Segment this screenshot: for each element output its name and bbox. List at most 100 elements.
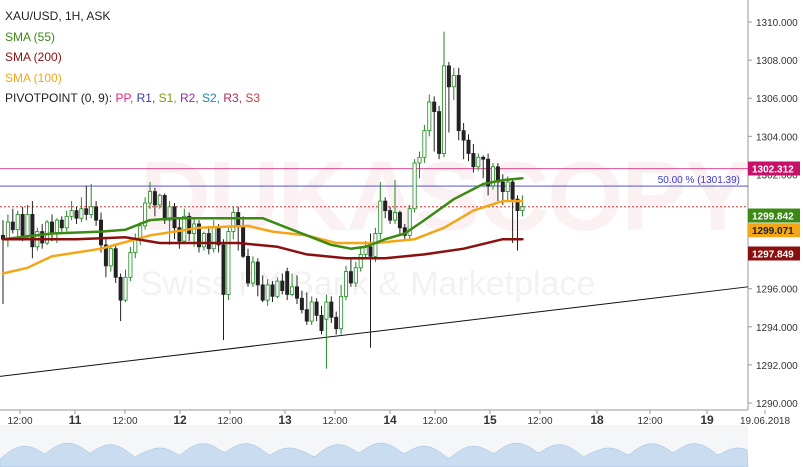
candle-body bbox=[152, 191, 157, 206]
candle-body bbox=[456, 74, 461, 132]
x-tick-label: 12:00 bbox=[422, 416, 447, 427]
candle-body bbox=[226, 231, 231, 295]
candle-body bbox=[103, 244, 108, 267]
candle-body bbox=[378, 200, 383, 234]
candle-body bbox=[299, 297, 304, 311]
price-label: 1297.849 bbox=[752, 249, 794, 260]
candle-body bbox=[304, 309, 309, 322]
candle-body bbox=[505, 181, 510, 192]
candle-body bbox=[412, 162, 417, 210]
candle-body bbox=[94, 206, 99, 221]
legend-pivotpoint[interactable]: PIVOTPOINT (0, 9): PP, R1, S1, R2, S2, R… bbox=[5, 88, 260, 109]
candle-body bbox=[490, 166, 495, 187]
legend-pivot-s2: S2, bbox=[198, 91, 221, 105]
candle-body bbox=[245, 255, 250, 284]
legend-pivot-r2: R2, bbox=[176, 91, 199, 105]
candle-body bbox=[74, 210, 79, 219]
candle-body bbox=[206, 233, 211, 250]
candle-body bbox=[50, 221, 55, 234]
candle-body bbox=[177, 227, 182, 242]
candle-body bbox=[343, 271, 348, 297]
candle-body bbox=[54, 219, 59, 234]
chart-legend: XAU/USD, 1H, ASK SMA (55) SMA (200) SMA … bbox=[5, 6, 260, 109]
candle-body bbox=[339, 295, 344, 330]
candle-body bbox=[69, 210, 74, 217]
x-tick-label: 18 bbox=[590, 413, 604, 427]
sma55-line bbox=[1, 176, 524, 250]
candle-body bbox=[461, 130, 466, 141]
candle-body bbox=[255, 261, 260, 286]
y-tick-label: 1290.000 bbox=[756, 399, 798, 410]
y-tick-label: 1292.000 bbox=[756, 361, 798, 372]
candle-body bbox=[196, 223, 201, 248]
candle-body bbox=[201, 233, 206, 248]
price-label: 1299.071 bbox=[752, 226, 794, 237]
legend-pivot-pp: PP, bbox=[115, 91, 134, 105]
candle-body bbox=[407, 208, 412, 236]
candle-body bbox=[481, 156, 486, 160]
candle-body bbox=[5, 221, 10, 240]
candle-body bbox=[285, 271, 290, 295]
candle-body bbox=[427, 101, 432, 132]
x-tick-label: 12 bbox=[173, 413, 187, 427]
overview-series bbox=[0, 442, 749, 467]
x-tick-label: 19 bbox=[700, 413, 714, 427]
price-label: 1302.312 bbox=[752, 164, 794, 175]
candle-body bbox=[290, 286, 295, 295]
candle-body bbox=[79, 208, 84, 219]
y-tick-label: 1304.000 bbox=[756, 132, 798, 143]
candle-body bbox=[329, 301, 334, 318]
candle-body bbox=[466, 139, 471, 154]
candle-body bbox=[59, 219, 64, 229]
candle-body bbox=[231, 212, 236, 232]
candle-body bbox=[515, 198, 520, 212]
x-tick-label: 12:00 bbox=[527, 416, 552, 427]
legend-sma200[interactable]: SMA (200) bbox=[5, 50, 62, 64]
candle-body bbox=[113, 248, 118, 278]
y-tick-label: 1294.000 bbox=[756, 323, 798, 334]
candle-body bbox=[108, 248, 113, 267]
candle-body bbox=[397, 212, 402, 229]
candle-body bbox=[241, 225, 246, 257]
candle-body bbox=[133, 238, 138, 253]
candle-body bbox=[270, 284, 275, 297]
legend-pivot-r1: R1, bbox=[133, 91, 156, 105]
legend-pivot-r3: R3, bbox=[220, 91, 243, 105]
candle-body bbox=[373, 233, 378, 257]
candle-body bbox=[221, 244, 226, 295]
candle-body bbox=[265, 284, 270, 301]
sma100-line bbox=[1, 199, 524, 275]
candle-body bbox=[275, 280, 280, 297]
candle-body bbox=[294, 286, 299, 299]
candle-body bbox=[358, 254, 363, 269]
candle-body bbox=[260, 284, 265, 301]
candle-body bbox=[520, 206, 525, 212]
candle-body bbox=[319, 314, 324, 332]
trendline[interactable] bbox=[0, 286, 749, 377]
price-label-box bbox=[748, 161, 800, 176]
candle-body bbox=[383, 200, 388, 212]
candle-body bbox=[250, 261, 255, 284]
candle-body bbox=[324, 301, 329, 320]
candle-body bbox=[280, 280, 285, 292]
candle-body bbox=[211, 227, 216, 250]
legend-sma100[interactable]: SMA (100) bbox=[5, 70, 62, 85]
price-label-box bbox=[748, 208, 800, 223]
candle-body bbox=[84, 208, 89, 215]
y-tick-label: 1308.000 bbox=[756, 56, 798, 67]
legend-pivot-items: PP, R1, S1, R2, S2, R3, S3 bbox=[115, 91, 260, 105]
candle-body bbox=[147, 191, 152, 204]
candle-body bbox=[89, 206, 94, 215]
candle-body bbox=[15, 214, 20, 231]
candle-body bbox=[40, 231, 45, 244]
candle-body bbox=[128, 252, 133, 278]
x-tick-label: 19.06.2018 bbox=[740, 416, 790, 427]
legend-sma55[interactable]: SMA (55) bbox=[5, 29, 56, 44]
candle-body bbox=[500, 181, 505, 192]
price-label: 1299.842 bbox=[752, 212, 794, 223]
y-tick-label: 1296.000 bbox=[756, 285, 798, 296]
candle-body bbox=[417, 156, 422, 164]
x-tick-label: 15 bbox=[483, 413, 497, 427]
